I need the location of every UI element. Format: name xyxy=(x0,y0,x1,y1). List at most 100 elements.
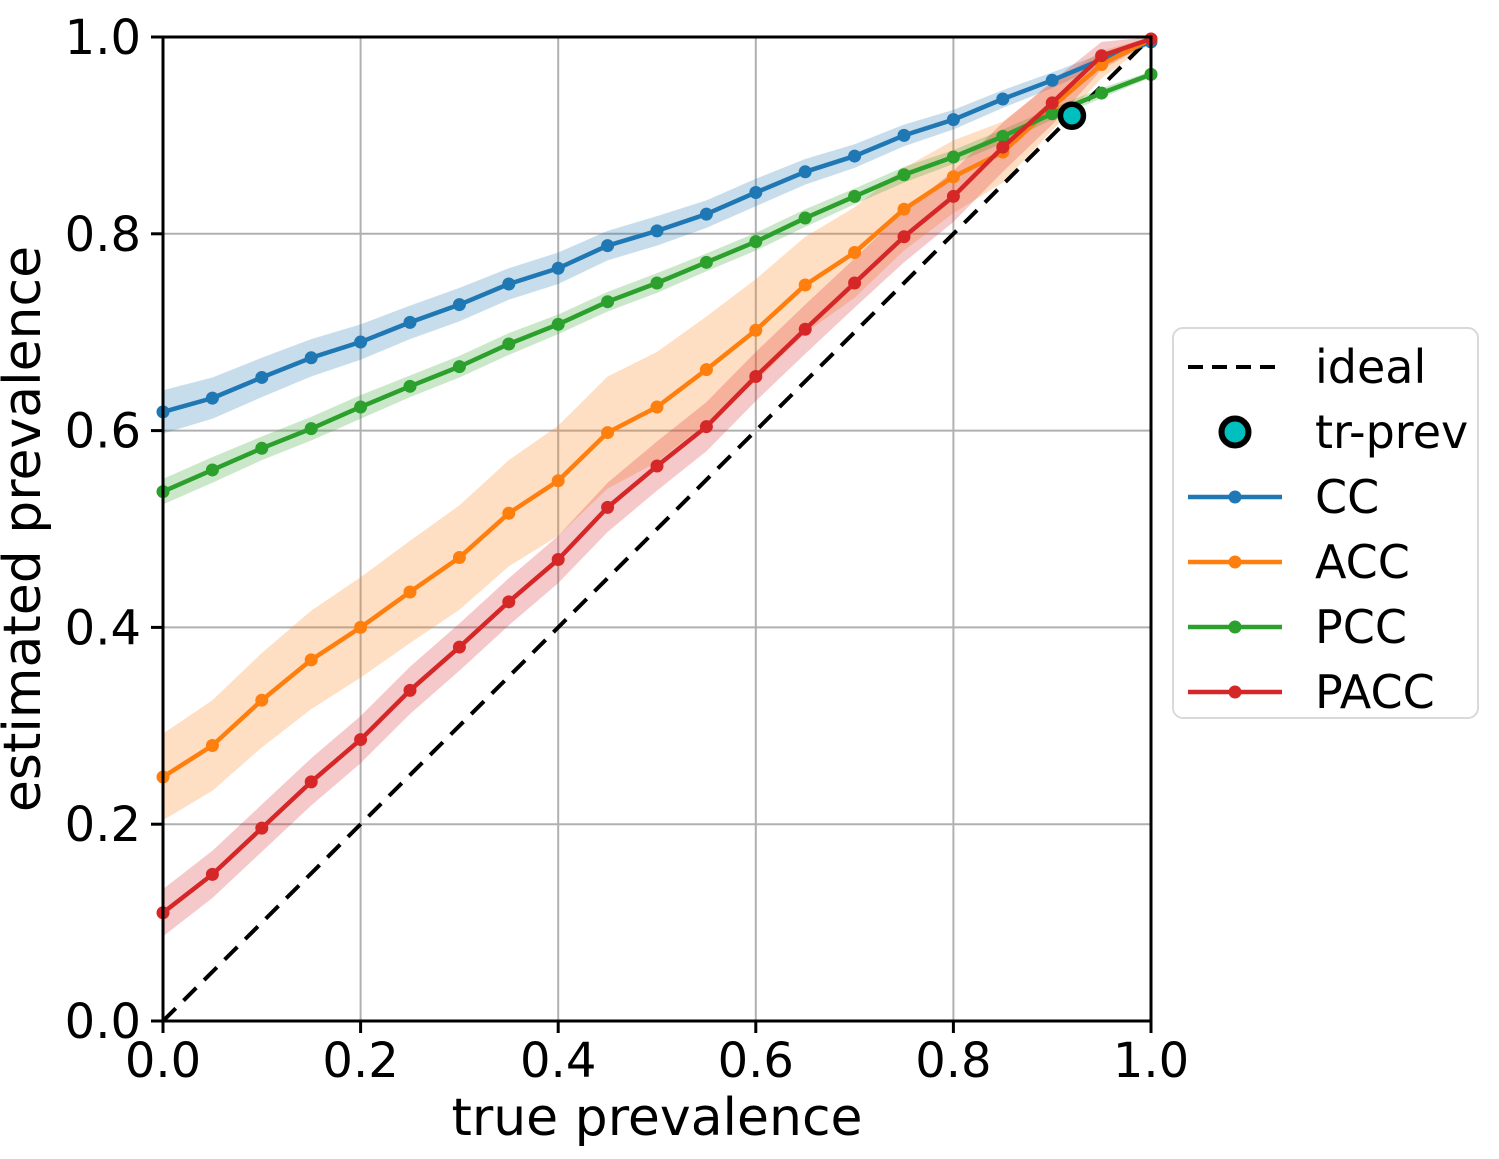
legend-item-label: ACC xyxy=(1315,535,1410,589)
pcc-point xyxy=(699,255,713,269)
pcc-series xyxy=(156,67,1158,499)
acc-point xyxy=(699,363,713,377)
pcc-point xyxy=(452,360,466,374)
pacc-point xyxy=(1045,96,1059,110)
cc-point xyxy=(452,298,466,312)
pacc-point xyxy=(452,640,466,654)
cc-point xyxy=(551,261,565,275)
acc-point xyxy=(749,323,763,337)
cc-point xyxy=(996,92,1010,106)
tr-prev-marker xyxy=(1057,101,1087,130)
x-tick-label: 0.2 xyxy=(322,1033,398,1089)
legend-item-cc: CC xyxy=(1188,470,1379,524)
cc-point xyxy=(749,185,763,199)
pacc-point xyxy=(205,867,219,881)
acc-point xyxy=(650,400,664,414)
acc-point xyxy=(255,693,269,707)
cc-point xyxy=(946,113,960,127)
cc-point xyxy=(502,277,516,291)
cc-point xyxy=(798,165,812,179)
cc-point xyxy=(354,335,368,349)
acc-point xyxy=(205,738,219,752)
pcc-point xyxy=(798,211,812,225)
x-tick-label: 0.0 xyxy=(125,1033,201,1089)
acc-point xyxy=(551,474,565,488)
legend-item-label: PCC xyxy=(1315,600,1407,654)
cc-point xyxy=(650,224,664,238)
pcc-point xyxy=(996,129,1010,143)
y-tick-label: 1.0 xyxy=(65,10,141,66)
cc-point xyxy=(601,239,615,253)
y-tick-label: 0.8 xyxy=(65,207,141,263)
legend-item-ideal: ideal xyxy=(1188,340,1426,394)
x-axis-ticks: 0.0 0.2 0.4 0.6 0.8 1.0 xyxy=(125,1021,1189,1089)
series-lines xyxy=(156,32,1158,920)
pacc-point xyxy=(996,140,1010,154)
pacc-point xyxy=(848,276,862,290)
legend-item-label: tr-prev xyxy=(1315,405,1468,459)
pacc-point xyxy=(551,553,565,567)
pacc-confidence-band xyxy=(163,37,1151,937)
x-tick-label: 0.6 xyxy=(718,1033,794,1089)
legend-item-pcc: PCC xyxy=(1188,600,1407,654)
y-tick-label: 0.4 xyxy=(65,600,141,656)
acc-point xyxy=(304,653,318,667)
pcc-point xyxy=(601,295,615,309)
pacc-point xyxy=(354,733,368,747)
legend-circle-handle xyxy=(1218,415,1252,449)
x-tick-label: 0.8 xyxy=(915,1033,991,1089)
legend: ideal tr-prev CC ACC PCC PACC xyxy=(1172,327,1479,719)
x-tick-label: 1.0 xyxy=(1113,1033,1189,1089)
pcc-point xyxy=(1045,107,1059,121)
cc-point xyxy=(897,128,911,142)
legend-item-tr-prev: tr-prev xyxy=(1218,405,1468,459)
pcc-point xyxy=(502,337,516,351)
legend-item-label: CC xyxy=(1315,470,1379,524)
acc-point xyxy=(798,278,812,292)
legend-item-acc: ACC xyxy=(1188,535,1410,589)
cc-point xyxy=(848,149,862,163)
y-axis-ticks: 0.0 0.2 0.4 0.6 0.8 1.0 xyxy=(65,10,163,1050)
ideal-line xyxy=(161,35,1153,1023)
confidence-bands xyxy=(163,37,1151,937)
pcc-point xyxy=(749,235,763,249)
pacc-point xyxy=(255,821,269,835)
acc-point xyxy=(897,202,911,216)
x-axis-label: true prevalence xyxy=(451,1088,862,1148)
tr-prev-point xyxy=(1057,101,1087,130)
acc-point xyxy=(403,585,417,599)
legend-marker-handle xyxy=(1228,555,1242,569)
pcc-point xyxy=(255,441,269,455)
axes-frame xyxy=(161,35,1153,1023)
acc-point xyxy=(452,551,466,565)
y-tick-label: 0.6 xyxy=(65,404,141,460)
pcc-point xyxy=(403,379,417,393)
legend-item-label: PACC xyxy=(1315,665,1435,719)
pcc-point xyxy=(848,189,862,203)
acc-point xyxy=(848,245,862,259)
pacc-point xyxy=(304,775,318,789)
pacc-point xyxy=(749,369,763,383)
pacc-point xyxy=(601,500,615,514)
acc-point xyxy=(601,426,615,440)
pcc-point xyxy=(205,463,219,477)
pcc-point xyxy=(354,400,368,414)
legend-item-label: ideal xyxy=(1315,340,1426,394)
legend-item-pacc: PACC xyxy=(1188,665,1435,719)
axes-spines xyxy=(161,35,1153,1023)
cc-point xyxy=(1045,73,1059,87)
pcc-point xyxy=(946,150,960,164)
pacc-point xyxy=(1095,49,1109,63)
pcc-point xyxy=(304,422,318,436)
y-axis-label: estimated prevalence xyxy=(0,246,53,812)
pacc-point xyxy=(502,595,516,609)
legend-marker-handle xyxy=(1228,620,1242,634)
pacc-point xyxy=(798,322,812,336)
pacc-point xyxy=(897,230,911,244)
y-tick-label: 0.0 xyxy=(65,994,141,1050)
cc-point xyxy=(255,370,269,384)
acc-point xyxy=(946,170,960,184)
pacc-point xyxy=(403,683,417,697)
